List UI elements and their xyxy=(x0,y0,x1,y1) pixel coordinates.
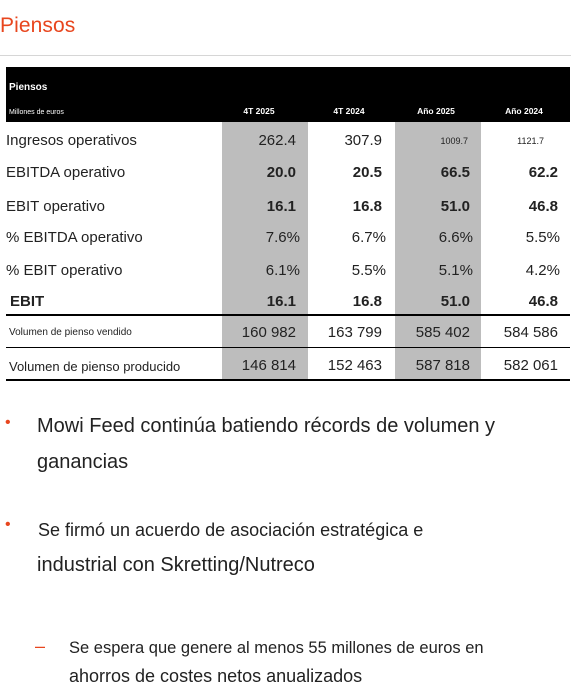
cell: 4.2% xyxy=(525,262,560,279)
cell: 582 061 xyxy=(503,357,558,374)
row-label: Volumen de pienso producido xyxy=(9,359,181,374)
cell: 160 982 xyxy=(241,324,296,341)
cell: 51.0 xyxy=(440,293,470,310)
cell: 20.0 xyxy=(266,164,296,181)
cell: 62.2 xyxy=(528,164,558,181)
bullet-item: • Se firmó un acuerdo de asociación estr… xyxy=(0,512,571,592)
bullet-marker: • xyxy=(5,414,11,431)
cell: 163 799 xyxy=(327,324,382,341)
column-header-year2024: Año 2024 xyxy=(505,106,543,116)
row-label: EBIT xyxy=(10,293,45,310)
cell: 16.8 xyxy=(352,198,382,215)
sub-bullet-item: – Se espera que genere al menos 55 millo… xyxy=(0,634,571,694)
cell: 1009.7 xyxy=(440,136,468,146)
bullet-text: ganancias xyxy=(37,451,129,473)
cell: 16.1 xyxy=(266,293,296,310)
column-header-year2025: Año 2025 xyxy=(417,106,455,116)
cell: 5.5% xyxy=(525,229,560,246)
cell: 1121.7 xyxy=(517,136,544,146)
cell: 587 818 xyxy=(415,357,470,374)
bullet-text: industrial con Skretting/Nutreco xyxy=(37,554,315,576)
row-label: Ingresos operativos xyxy=(6,132,137,149)
title-divider xyxy=(0,55,571,56)
table-header-title: Piensos xyxy=(9,82,48,93)
table-divider xyxy=(6,347,570,348)
cell: 584 586 xyxy=(503,324,558,341)
cell: 6.1% xyxy=(265,262,300,279)
cell: 16.8 xyxy=(352,293,382,310)
sub-bullet-text: Se espera que genere al menos 55 millone… xyxy=(69,639,484,657)
row-label: EBITDA operativo xyxy=(6,164,126,181)
cell: 20.5 xyxy=(352,164,382,181)
row-label: % EBIT operativo xyxy=(6,262,123,279)
row-label: EBIT operativo xyxy=(6,198,105,215)
bullet-marker: • xyxy=(5,516,11,533)
page-title: Piensos xyxy=(0,14,76,37)
dash-marker: – xyxy=(35,636,46,656)
row-label: % EBITDA operativo xyxy=(6,229,143,246)
cell: 152 463 xyxy=(327,357,382,374)
cell: 66.5 xyxy=(440,164,470,181)
cell: 5.5% xyxy=(351,262,386,279)
bullet-text: Mowi Feed continúa batiendo récords de v… xyxy=(37,415,496,437)
cell: 585 402 xyxy=(415,324,470,341)
cell: 5.1% xyxy=(438,262,473,279)
bullet-item: • Mowi Feed continúa batiendo récords de… xyxy=(0,408,571,488)
row-label: Volumen de pienso vendido xyxy=(9,327,132,338)
cell: 16.1 xyxy=(266,198,296,215)
cell: 46.8 xyxy=(528,198,558,215)
bullet-text: Se firmó un acuerdo de asociación estrat… xyxy=(38,520,424,540)
cell: 6.6% xyxy=(438,229,473,246)
table-header-subtitle: Millones de euros xyxy=(9,109,64,116)
cell: 262.4 xyxy=(258,132,296,149)
sub-bullet-text: ahorros de costes netos anualizados xyxy=(69,666,363,686)
table-divider xyxy=(6,314,570,316)
cell: 307.9 xyxy=(344,132,382,149)
cell: 7.6% xyxy=(265,229,300,246)
cell: 51.0 xyxy=(440,198,470,215)
column-shade-year2025 xyxy=(395,122,481,381)
column-shade-4t2025 xyxy=(222,122,308,381)
cell: 146 814 xyxy=(241,357,296,374)
column-header-4t2024: 4T 2024 xyxy=(333,106,365,116)
table-header: Piensos Millones de euros 4T 2025 4T 202… xyxy=(6,67,570,122)
cell: 6.7% xyxy=(351,229,386,246)
column-header-4t2025: 4T 2025 xyxy=(243,106,275,116)
feed-table: Piensos Millones de euros 4T 2025 4T 202… xyxy=(6,67,570,381)
table-bottom-rule xyxy=(6,379,570,381)
cell: 46.8 xyxy=(528,293,558,310)
